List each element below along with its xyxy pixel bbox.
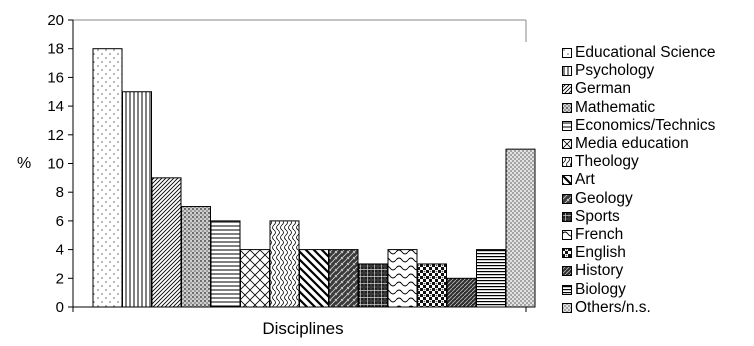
- bar-art: [299, 249, 329, 308]
- legend-swatch: [562, 157, 572, 168]
- y-axis-label: %: [17, 155, 31, 172]
- legend-swatch: [562, 248, 572, 259]
- legend-label: Mathematic: [575, 98, 656, 116]
- legend-item: Others/n.s.: [562, 299, 754, 317]
- y-tick-label: 10: [47, 156, 64, 173]
- legend-label: Geology: [575, 189, 633, 207]
- legend-item: French: [562, 226, 754, 244]
- bar-educational-science: [92, 48, 123, 308]
- legend-swatch: [562, 229, 572, 240]
- y-tick-label: 8: [56, 184, 64, 201]
- bar-psychology: [122, 91, 152, 308]
- y-tick-label: 0: [56, 299, 64, 316]
- legend-swatch: [562, 284, 572, 295]
- legend-label: Educational Science: [575, 44, 716, 62]
- y-tick-label: 18: [47, 41, 64, 58]
- legend-item: Biology: [562, 280, 754, 298]
- legend-label: Theology: [575, 153, 639, 171]
- bar-history: [446, 277, 477, 308]
- legend-swatch: [562, 66, 572, 77]
- legend-swatch: [562, 84, 572, 95]
- legend-swatch: [562, 302, 572, 313]
- bar-mathematic: [181, 206, 211, 308]
- legend-label: History: [575, 262, 624, 280]
- legend-label: Media education: [575, 135, 689, 153]
- y-tick-label: 4: [56, 242, 64, 259]
- bar-english: [417, 263, 447, 308]
- bar-geology: [328, 249, 359, 308]
- legend-label: Biology: [575, 280, 626, 298]
- bar-german: [151, 177, 182, 308]
- legend-label: German: [575, 80, 631, 98]
- legend-item: Sports: [562, 208, 754, 226]
- legend-label: Others/n.s.: [575, 298, 651, 316]
- y-tick-label: 6: [56, 213, 64, 230]
- bar-theology: [269, 220, 300, 308]
- x-axis-label: Disciplines: [262, 319, 343, 338]
- y-tick-label: 16: [47, 69, 64, 86]
- legend-swatch: [562, 266, 572, 277]
- y-tick-label: 14: [47, 98, 64, 115]
- legend-swatch: [562, 120, 572, 131]
- legend-label: Psychology: [575, 62, 655, 80]
- legend-item: Psychology: [562, 62, 754, 80]
- legend-label: English: [575, 244, 626, 262]
- legend-item: History: [562, 262, 754, 280]
- legend-label: Sports: [575, 207, 620, 225]
- plot-area: 0 2 4 6 8 10 12 14 16 18 20: [47, 12, 536, 316]
- legend-item: Theology: [562, 153, 754, 171]
- y-tick-label: 20: [47, 12, 64, 29]
- y-tick-label: 2: [56, 270, 64, 287]
- legend-swatch: [562, 175, 572, 186]
- legend-item: Media education: [562, 135, 754, 153]
- legend-swatch: [562, 102, 572, 113]
- legend-item: Geology: [562, 190, 754, 208]
- bar-biology: [476, 249, 506, 308]
- legend-item: English: [562, 244, 754, 262]
- bar-media-education: [240, 249, 270, 308]
- legend-swatch: [562, 139, 572, 150]
- legend-label: Art: [575, 171, 595, 189]
- y-tick-label: 12: [47, 127, 64, 144]
- legend: Educational Science Psychology German Mathe…: [562, 44, 754, 317]
- legend-item: Educational Science: [562, 44, 754, 62]
- legend-swatch: [562, 211, 572, 222]
- legend-label: Economics/Technics: [575, 116, 716, 134]
- legend-swatch: [562, 193, 572, 204]
- bar-others-n-s: [505, 148, 536, 308]
- bar-french: [387, 249, 418, 308]
- legend-swatch: [562, 48, 572, 59]
- legend-item: German: [562, 80, 754, 98]
- legend-item: Art: [562, 171, 754, 189]
- legend-item: Economics/Technics: [562, 117, 754, 135]
- legend-item: Mathematic: [562, 99, 754, 117]
- legend-label: French: [575, 225, 624, 243]
- bar-economics-technics: [210, 220, 241, 308]
- bar-sports: [358, 263, 388, 308]
